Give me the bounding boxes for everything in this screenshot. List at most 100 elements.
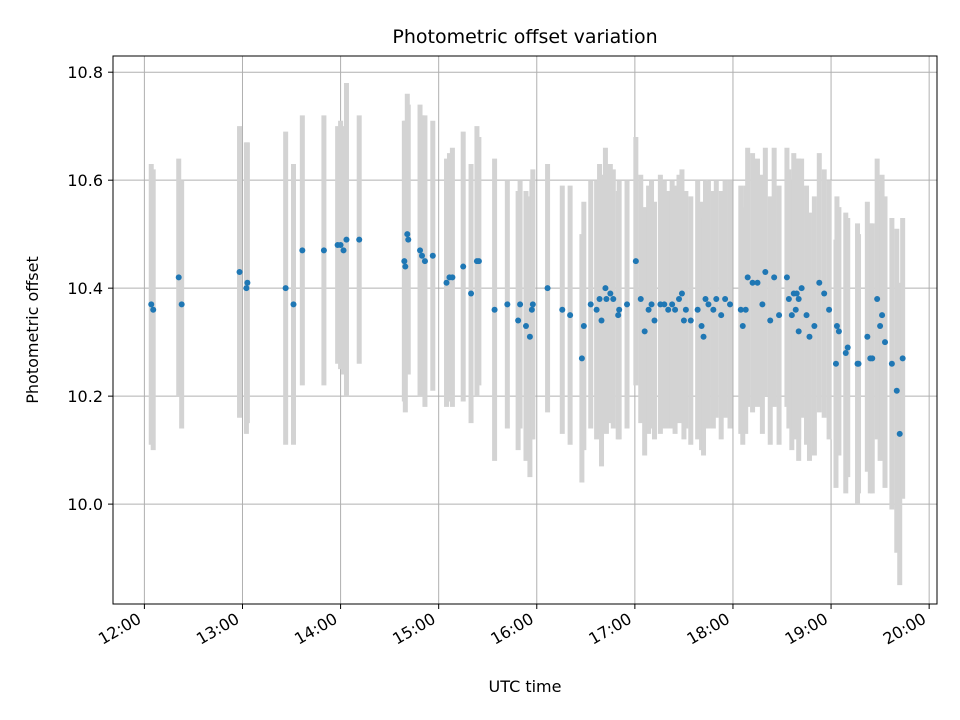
y-axis-ticks: 10.0 10.2 10.4 10.6 10.8 — [67, 63, 113, 514]
data-point — [783, 274, 790, 281]
data-point — [615, 312, 622, 319]
data-point — [727, 301, 734, 308]
data-point — [356, 236, 363, 243]
data-point — [491, 306, 498, 313]
data-point — [788, 312, 795, 319]
data-point — [404, 231, 411, 238]
data-point — [792, 306, 799, 313]
data-point — [598, 317, 605, 324]
data-point — [855, 360, 862, 367]
data-point — [603, 295, 610, 302]
data-point — [776, 312, 783, 319]
data-point — [624, 301, 631, 308]
x-tick-label: 13:00 — [193, 609, 242, 649]
x-axis-label: UTC time — [489, 677, 562, 696]
data-point — [596, 295, 603, 302]
data-point — [702, 295, 709, 302]
data-point — [290, 301, 297, 308]
data-point — [405, 236, 412, 243]
data-point — [616, 306, 623, 313]
data-point — [816, 279, 823, 286]
data-point — [678, 290, 685, 297]
data-point — [587, 301, 594, 308]
data-point — [526, 333, 533, 340]
data-point — [877, 322, 884, 329]
y-tick-label: 10.0 — [67, 495, 103, 514]
x-tick-label: 15:00 — [389, 609, 438, 649]
data-point — [795, 295, 802, 302]
data-point — [864, 333, 871, 340]
data-point — [826, 306, 833, 313]
data-point — [529, 301, 536, 308]
data-point — [874, 295, 881, 302]
data-point — [749, 279, 756, 286]
x-tick-label: 12:00 — [95, 609, 144, 649]
data-point — [754, 279, 761, 286]
data-point — [680, 317, 687, 324]
data-point — [700, 333, 707, 340]
data-point — [833, 322, 840, 329]
data-point — [821, 290, 828, 297]
data-point — [402, 263, 409, 270]
data-point — [648, 301, 655, 308]
data-point — [718, 312, 725, 319]
data-point — [340, 247, 347, 254]
data-point — [710, 306, 717, 313]
data-point — [742, 306, 749, 313]
data-point — [893, 387, 900, 394]
data-point — [737, 306, 744, 313]
data-point — [449, 274, 456, 281]
data-point — [475, 258, 482, 265]
data-point — [687, 317, 694, 324]
data-point — [842, 349, 849, 356]
x-tick-label: 14:00 — [291, 609, 340, 649]
data-point — [468, 290, 475, 297]
data-point — [722, 295, 729, 302]
data-point — [610, 295, 617, 302]
data-point — [419, 252, 425, 259]
data-point — [785, 295, 792, 302]
data-point — [637, 295, 644, 302]
data-point — [771, 274, 778, 281]
data-point — [879, 312, 886, 319]
data-point — [607, 290, 614, 297]
data-point — [661, 301, 668, 308]
data-point — [651, 317, 658, 324]
data-point — [148, 301, 155, 308]
data-point — [320, 247, 327, 254]
data-point — [243, 285, 250, 292]
data-point — [811, 322, 818, 329]
data-point — [282, 285, 289, 292]
data-point — [417, 247, 424, 254]
data-point — [504, 301, 511, 308]
data-point — [578, 355, 585, 362]
data-point — [832, 360, 839, 367]
y-tick-label: 10.6 — [67, 171, 103, 190]
data-point — [698, 322, 705, 329]
x-axis-ticks: 12:00 13:00 14:00 15:00 16:00 17:00 18:00 19:00… — [95, 604, 930, 649]
data-point — [739, 322, 746, 329]
data-point — [559, 306, 566, 313]
data-point — [517, 301, 524, 308]
data-point — [175, 274, 182, 281]
data-point — [421, 258, 428, 265]
data-point — [896, 430, 903, 437]
x-tick-label: 17:00 — [585, 609, 634, 649]
data-points — [148, 231, 906, 437]
data-point — [762, 268, 769, 275]
data-point — [236, 268, 243, 275]
data-point — [869, 355, 876, 362]
y-tick-label: 10.8 — [67, 63, 103, 82]
data-point — [899, 355, 906, 362]
data-point — [694, 306, 701, 313]
data-point — [443, 279, 450, 286]
data-point — [641, 328, 648, 335]
data-point — [744, 274, 751, 281]
x-tick-label: 20:00 — [880, 609, 929, 649]
data-point — [803, 312, 810, 319]
data-point — [669, 301, 676, 308]
data-point — [244, 279, 251, 286]
y-tick-label: 10.4 — [67, 279, 103, 298]
data-point — [401, 258, 408, 265]
data-point — [676, 295, 683, 302]
